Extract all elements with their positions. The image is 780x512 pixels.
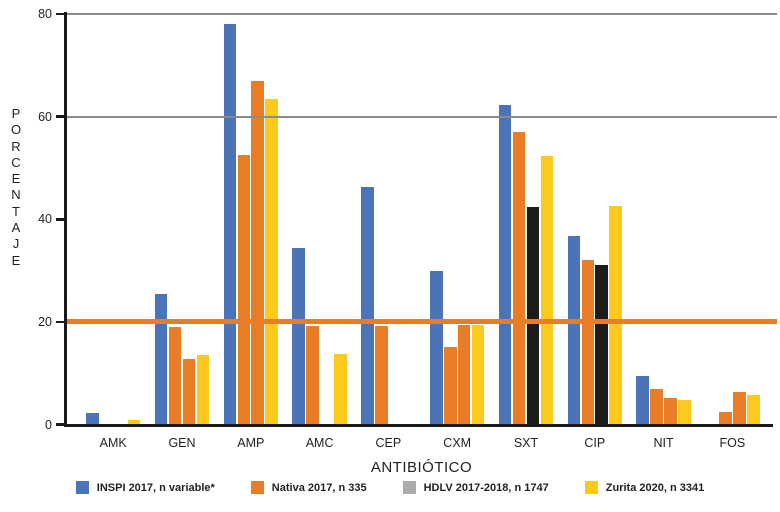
bar-amc-series1 [292,248,306,426]
x-category-label: NIT [653,436,674,450]
x-category-label: AMC [305,436,334,450]
y-tick [56,12,66,16]
legend-item: INSPI 2017, n variable* [75,481,215,494]
bar-cip-series1 [567,236,581,426]
gridline [66,115,777,118]
legend: INSPI 2017, n variable* Nativa 2017, n 33… [0,481,780,494]
legend-swatch [75,481,89,494]
x-category-label: CEP [375,436,402,450]
gridline [66,13,777,15]
legend-swatch [250,481,264,494]
bar-amp-series4 [265,98,278,426]
bar-amk-series4 [127,420,141,426]
x-category-label: AMK [99,436,127,450]
bar-cip-series2 [581,260,595,426]
bar-cep-series2 [375,325,388,426]
y-tick [56,115,66,118]
bar-sxt-series1 [498,105,512,426]
legend-item: Nativa 2017, n 335 [250,481,367,494]
bar-cip-series4 [609,205,622,426]
x-category-label: GEN [168,436,196,450]
bar-gen-series4 [196,355,210,426]
bar-nit-series1 [636,375,650,426]
legend-label: HDLV 2017-2018, n 1747 [423,481,549,494]
legend-label: Nativa 2017, n 335 [271,481,367,494]
x-category-label: CXM [443,436,472,450]
bar-amp-series1 [223,24,237,426]
bar-gen-series3 [182,358,196,426]
legend-swatch [584,481,598,494]
bar-fos-series4 [746,395,760,426]
bar-cxm-series2 [443,346,457,426]
x-category-label: AMP [237,436,265,450]
bar-amp-series3 [251,80,265,426]
x-axis-title: ANTIBIÓTICO [370,459,473,476]
y-tick-label: 80 [38,7,52,21]
bar-gen-series1 [154,293,168,426]
bar-amc-series4 [334,354,347,426]
legend-label: INSPI 2017, n variable* [96,481,215,494]
bar-cep-series1 [361,186,374,426]
bar-amp-series2 [237,155,251,426]
x-category-label: SXT [513,436,539,450]
legend-swatch [402,481,416,494]
bar-sxt-series4 [540,156,554,426]
bar-nit-series4 [678,399,691,426]
bar-fos-series2 [719,411,732,426]
x-category-label: FOS [719,436,746,450]
bar-fos-series3 [733,392,746,426]
bar-nit-series2 [650,388,663,426]
bar-amc-series2 [306,325,319,426]
bar-nit-series3 [664,398,677,426]
y-tick [56,217,66,221]
legend-label: Zurita 2020, n 3341 [605,481,705,494]
bar-cxm-series1 [430,270,443,426]
reference-line-20pct [66,319,777,325]
legend-item: Zurita 2020, n 3341 [584,481,705,494]
y-tick [56,320,66,324]
y-tick [56,423,66,426]
y-axis-line [63,12,67,427]
bar-cxm-series4 [471,325,485,426]
bar-amk-series1 [86,413,99,426]
y-tick-label: 0 [45,417,52,432]
y-tick-label: 40 [38,212,52,227]
bar-cxm-series3 [457,325,471,426]
x-axis-line [63,424,773,428]
bar-gen-series2 [168,327,182,426]
bar-cip-series3 [595,265,609,426]
bar-sxt-series2 [512,132,526,426]
y-tick-label: 60 [38,109,52,124]
bar-sxt-series3 [526,206,540,426]
legend-item: HDLV 2017-2018, n 1747 [402,481,549,494]
x-category-label: CIP [584,436,606,450]
y-tick-label: 20 [38,314,52,329]
